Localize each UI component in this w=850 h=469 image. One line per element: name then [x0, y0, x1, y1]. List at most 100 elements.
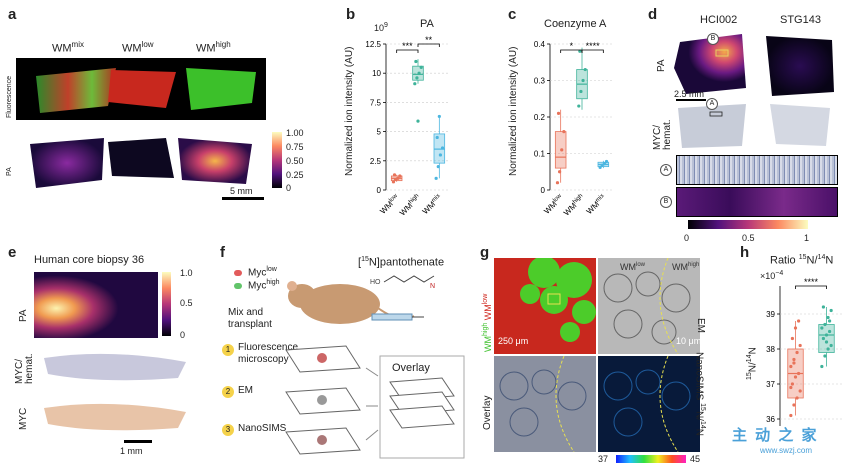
data-point	[828, 329, 832, 334]
d-cbar-1: 0.5	[742, 233, 755, 243]
d-marker-a-top: A	[706, 98, 718, 110]
label-pa-a: PA	[6, 167, 13, 176]
significance-bracket	[581, 49, 604, 53]
g-scale-1: 250 μm	[498, 336, 529, 346]
data-point	[602, 162, 606, 166]
cbar-a-tick-3: 0.25	[286, 170, 304, 180]
data-point	[824, 340, 829, 344]
e-row2b: hemat.	[24, 353, 35, 384]
data-point	[436, 165, 440, 169]
watermark-text: 主 动 之 家	[732, 427, 819, 444]
significance-label: ****	[586, 41, 601, 51]
g-scale-2: 10 μm	[676, 336, 702, 346]
data-point	[414, 59, 418, 64]
e-hemat-image	[40, 348, 190, 384]
data-point	[577, 104, 581, 108]
d-zoom-a	[676, 155, 838, 185]
data-point	[826, 347, 830, 351]
data-point	[828, 319, 832, 323]
d-images	[672, 28, 842, 148]
data-point	[789, 364, 793, 369]
significance-label: ****	[804, 277, 819, 287]
data-point	[829, 343, 833, 348]
data-point	[419, 65, 423, 69]
e-title: Human core biopsy 36	[34, 254, 145, 266]
colorbar-a	[272, 132, 282, 188]
data-point	[790, 336, 794, 341]
y-tick-label: 0.4	[534, 40, 546, 49]
data-point	[555, 181, 560, 185]
g-em	[598, 258, 700, 354]
data-point	[795, 396, 799, 400]
y-tick-label: 12.5	[365, 40, 381, 49]
f-step3: NanoSIMS	[238, 423, 287, 434]
y-tick-label: 0.1	[534, 150, 546, 159]
e-scalebar	[124, 440, 152, 443]
panel-label-f: f	[220, 244, 225, 261]
f-step2: EM	[238, 385, 253, 396]
data-point	[391, 180, 396, 184]
cbar-a-tick-0: 1.00	[286, 128, 304, 138]
y-tick-label: 0.3	[534, 77, 546, 86]
significance-bracket	[417, 43, 440, 47]
d-colorbar	[688, 220, 808, 229]
g-overlay	[494, 356, 596, 452]
workflow-diagram	[285, 345, 465, 459]
g-nanosims-label: NanoSIMS 15N/14N	[693, 352, 706, 436]
cbar-a-tick-2: 0.50	[286, 156, 304, 166]
data-point	[604, 159, 609, 164]
c-ylabel: Normalized ion intensity (AU)	[508, 46, 519, 177]
pa-image-a	[16, 124, 266, 192]
svg-text:N: N	[430, 283, 435, 290]
data-point	[578, 49, 582, 53]
y-tick-label: 37	[766, 380, 775, 389]
data-point	[793, 375, 798, 379]
g-wm-low-tag: WMlow	[620, 262, 646, 272]
y-tick-label: 10	[372, 69, 381, 78]
f-overlay: Overlay	[392, 362, 430, 374]
cell-high-icon	[234, 283, 242, 289]
x-tick-label: WMmix	[585, 193, 608, 216]
panel-label-a: a	[8, 6, 17, 23]
data-point	[579, 89, 583, 94]
data-point	[798, 343, 802, 348]
b-title: PA	[420, 18, 434, 30]
b-ylabel: Normalized ion intensity (AU)	[344, 46, 355, 177]
data-point	[583, 67, 587, 72]
g-em-label: EM	[695, 318, 706, 333]
data-point	[823, 354, 827, 358]
f-transplant: transplant	[228, 319, 272, 330]
data-point	[824, 333, 829, 337]
panel-label-h: h	[740, 244, 750, 261]
x-tick-label: WMmix	[421, 193, 444, 216]
h-ylabel: 15N/14N	[746, 347, 759, 380]
y-tick-label: 0	[541, 186, 546, 195]
f-tracer: [15N]pantothenate	[358, 256, 445, 269]
data-point	[821, 305, 825, 309]
scalebar-a-text: 5 mm	[230, 186, 253, 196]
d-row1: PA	[656, 59, 667, 72]
y-tick-label: 5	[377, 128, 382, 137]
panel-label-g: g	[480, 244, 490, 261]
f-step3-badge: 3	[222, 424, 234, 436]
x-tick-label: WMhigh	[398, 193, 422, 217]
data-point	[434, 176, 438, 180]
panel-label-e: e	[8, 244, 17, 261]
y-tick-label: 36	[766, 415, 775, 424]
f-step1a: Fluorescence	[238, 342, 299, 353]
y-tick-label: 39	[766, 310, 775, 319]
cbar-a-tick-1: 0.75	[286, 142, 304, 152]
panel-label-b: b	[346, 6, 356, 23]
g-fluorescence	[494, 258, 596, 354]
data-point	[793, 326, 798, 330]
data-point	[562, 130, 566, 134]
data-point	[820, 364, 824, 369]
significance-label: *	[570, 41, 574, 51]
x-tick-label: WMhigh	[562, 193, 586, 217]
d-col1: HCI002	[700, 14, 738, 26]
g-colorbar	[616, 455, 686, 463]
data-point	[416, 119, 420, 123]
f-step2-badge: 2	[222, 386, 234, 398]
data-point	[789, 413, 793, 418]
